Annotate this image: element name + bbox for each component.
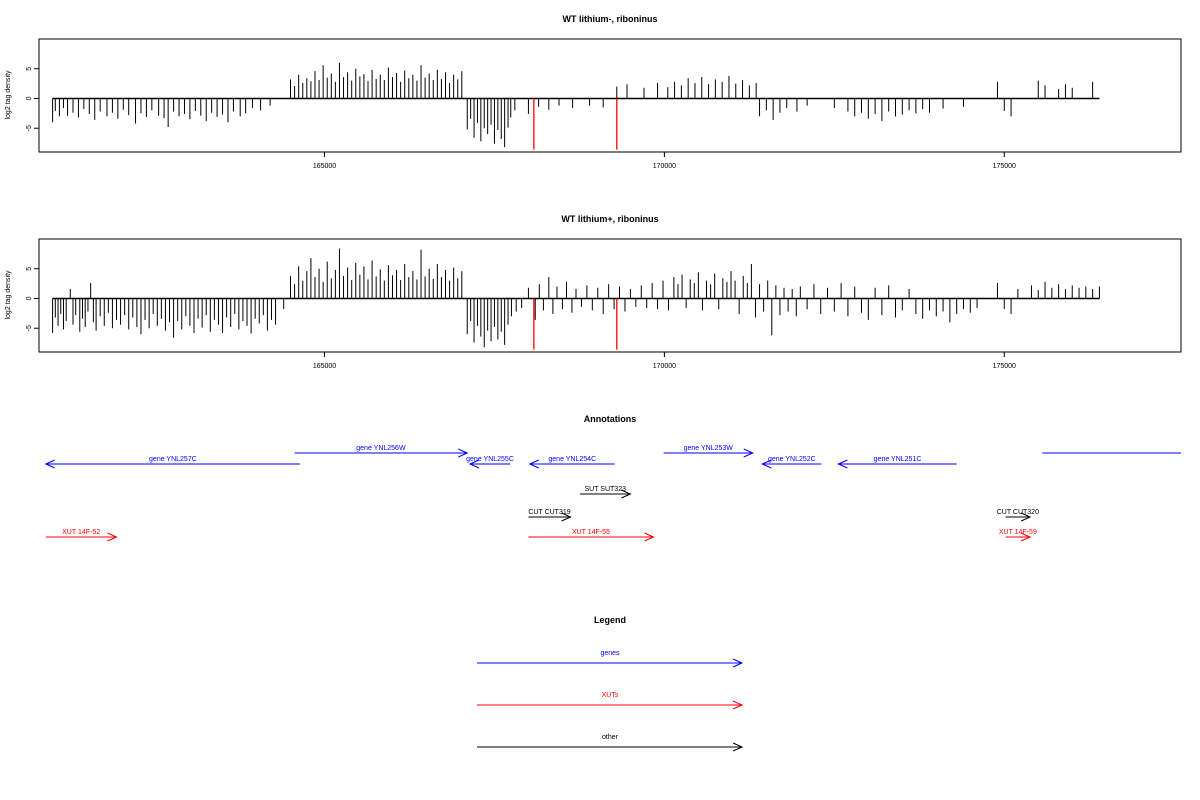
- arrowhead: [458, 448, 469, 458]
- feature-label: XUT 14F-55: [572, 529, 610, 536]
- feature-genes: gene YNL255C: [466, 456, 514, 469]
- arrowhead: [621, 489, 632, 499]
- y-axis-label: log2 tag density: [5, 70, 12, 120]
- bars: [52, 248, 1100, 350]
- panel-title: WT lithium+, riboninus: [561, 214, 658, 224]
- arrowhead: [837, 459, 848, 469]
- x-tick-label: 170000: [653, 363, 676, 370]
- axes: 165000 170000 175000 5 0 -5: [26, 67, 1016, 170]
- y-tick-label: 0: [26, 296, 33, 300]
- feature-label: gene YNL254C: [548, 456, 596, 463]
- plot-frame: [38, 38, 1182, 153]
- feature-other: CUT CUT320: [997, 509, 1039, 522]
- feature-label: gene YNL253W: [684, 445, 734, 452]
- annotations-title: Annotations: [584, 414, 637, 424]
- bars: [52, 62, 1100, 150]
- feature-label: SUT SUT323: [584, 486, 626, 493]
- legend-item-other: other: [477, 734, 744, 752]
- feature-label: CUT CUT319: [528, 509, 570, 516]
- x-tick-label: 165000: [313, 363, 336, 370]
- legend-item-XUTs: XUTs: [477, 692, 744, 710]
- feature-XUTs: XUT 14F-52: [45, 529, 118, 542]
- arrowhead: [107, 532, 118, 542]
- feature-genes: gene YNL253W: [663, 445, 754, 458]
- feature-label: XUT 14F-52: [62, 529, 100, 536]
- legend-label: XUTs: [602, 692, 619, 699]
- arrowhead: [44, 459, 56, 469]
- y-axis-label: log2 tag density: [5, 270, 12, 320]
- feature-XUTs: XUT 14F-59: [999, 529, 1037, 542]
- feature-label: gene YNL256W: [356, 445, 406, 452]
- arrowhead: [732, 700, 744, 710]
- x-tick-label: 165000: [313, 163, 336, 170]
- feature-genes: gene YNL256W: [294, 445, 469, 458]
- feature-other: SUT SUT323: [580, 486, 632, 499]
- feature-arrows: gene YNL257C gene YNL256W gene YNL255C gene…: [44, 445, 1181, 542]
- arrowhead: [644, 532, 655, 542]
- arrowhead: [1020, 512, 1032, 522]
- arrowhead: [761, 459, 772, 469]
- legend-item-genes: genes: [477, 650, 744, 668]
- x-tick-label: 170000: [653, 163, 676, 170]
- x-tick-label: 175000: [993, 163, 1016, 170]
- feature-label: XUT 14F-59: [999, 529, 1037, 536]
- arrowhead: [528, 459, 539, 469]
- feature-genes: gene YNL254C: [528, 456, 615, 469]
- arrowhead: [732, 658, 744, 668]
- arrowhead: [468, 459, 480, 469]
- arrowhead: [1020, 532, 1032, 542]
- legend: Legend genes XUTs other: [477, 615, 744, 752]
- feature-genes: gene YNL252C: [761, 456, 822, 469]
- feature-XUTs: XUT 14F-55: [528, 529, 655, 542]
- arrowhead: [743, 448, 754, 458]
- y-tick-label: 5: [26, 267, 33, 271]
- y-tick-label: -5: [26, 125, 33, 131]
- feature-label: gene YNL251C: [874, 456, 922, 463]
- panel-title: WT lithium-, riboninus: [563, 14, 658, 24]
- panel-lithium-plus: WT lithium+, riboninus log2 tag density …: [5, 214, 1182, 370]
- legend-label: other: [602, 734, 619, 741]
- panel-lithium-minus: WT lithium-, riboninus log2 tag density …: [5, 14, 1182, 170]
- feature-label: gene YNL255C: [466, 456, 514, 463]
- legend-label: genes: [600, 650, 620, 657]
- axes: 165000 170000 175000 5 0 -5: [26, 267, 1016, 370]
- y-tick-label: -5: [26, 325, 33, 331]
- legend-title: Legend: [594, 615, 626, 625]
- feature-label: gene YNL257C: [149, 456, 197, 463]
- x-tick-label: 175000: [993, 363, 1016, 370]
- feature-label: CUT CUT320: [997, 509, 1039, 516]
- y-tick-label: 0: [26, 96, 33, 100]
- feature-genes: gene YNL257C: [44, 456, 301, 469]
- feature-label: gene YNL252C: [768, 456, 816, 463]
- arrowhead: [561, 512, 572, 522]
- y-tick-label: 5: [26, 67, 33, 71]
- legend-items: genes XUTs other: [477, 650, 744, 752]
- feature-other: CUT CUT319: [528, 509, 572, 522]
- plot-frame: [38, 238, 1182, 353]
- arrowhead: [732, 742, 744, 752]
- feature-genes: gene YNL251C: [837, 456, 957, 469]
